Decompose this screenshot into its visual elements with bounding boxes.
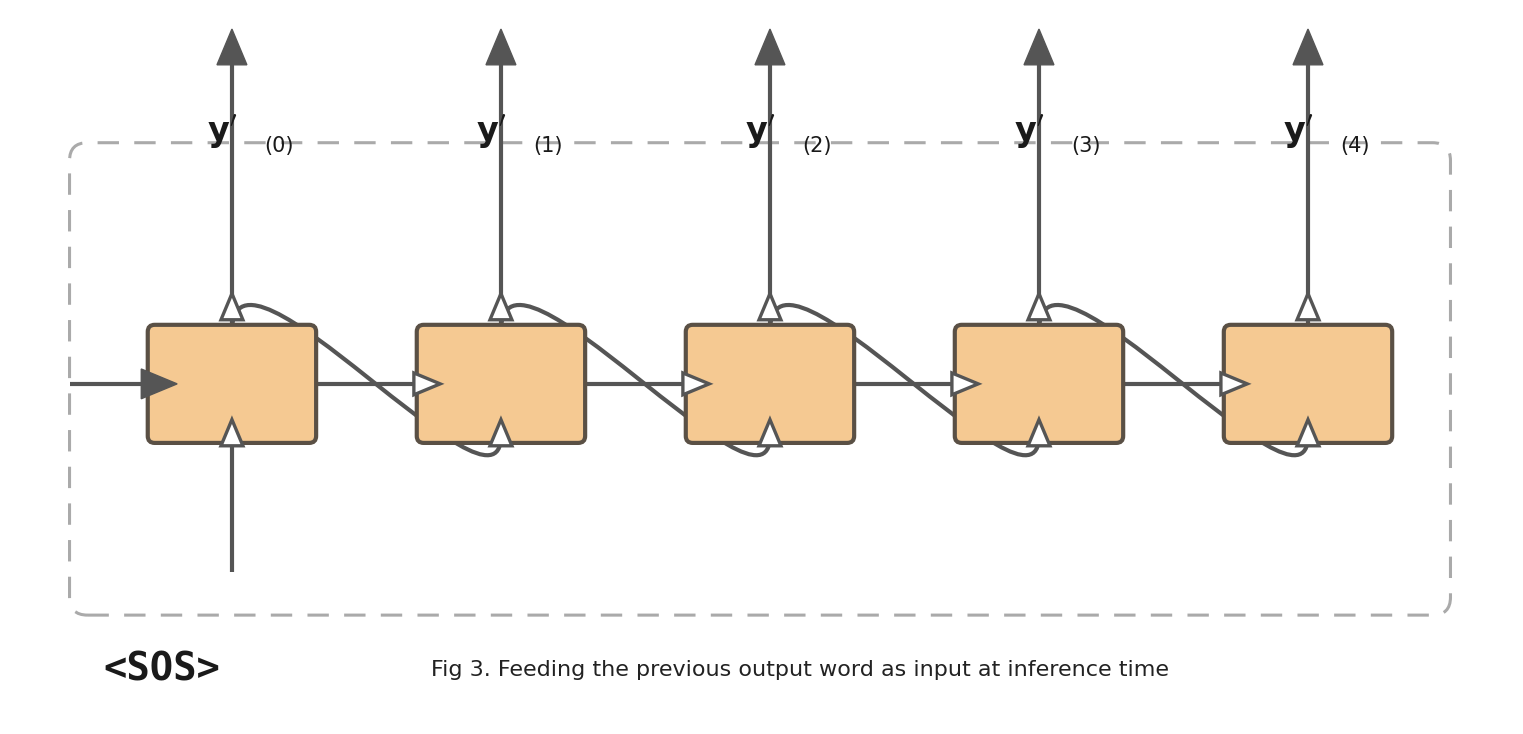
Polygon shape: [1221, 373, 1247, 395]
Polygon shape: [1028, 294, 1049, 320]
Text: (2): (2): [801, 136, 832, 156]
Polygon shape: [490, 294, 512, 320]
Polygon shape: [1023, 29, 1054, 65]
Text: Fig 3. Feeding the previous output word as input at inference time: Fig 3. Feeding the previous output word …: [431, 660, 1170, 680]
FancyBboxPatch shape: [148, 325, 317, 443]
Polygon shape: [1298, 420, 1319, 446]
Polygon shape: [1293, 29, 1323, 65]
Text: $\mathbf{y'}$: $\mathbf{y'}$: [475, 113, 506, 150]
Text: $\mathbf{y'}$: $\mathbf{y'}$: [1014, 113, 1045, 150]
Polygon shape: [952, 373, 978, 395]
Polygon shape: [755, 29, 784, 65]
Polygon shape: [758, 420, 781, 446]
Text: $\mathbf{y'}$: $\mathbf{y'}$: [207, 113, 238, 150]
Polygon shape: [145, 373, 171, 395]
Text: (3): (3): [1071, 136, 1100, 156]
Polygon shape: [1298, 294, 1319, 320]
Text: (1): (1): [533, 136, 562, 156]
Polygon shape: [490, 420, 512, 446]
FancyBboxPatch shape: [955, 325, 1122, 443]
Polygon shape: [142, 369, 177, 399]
Polygon shape: [414, 373, 440, 395]
Polygon shape: [1028, 420, 1049, 446]
Polygon shape: [486, 29, 516, 65]
Text: (4): (4): [1340, 136, 1369, 156]
Text: $\mathbf{y'}$: $\mathbf{y'}$: [1282, 113, 1313, 150]
FancyBboxPatch shape: [417, 325, 585, 443]
FancyBboxPatch shape: [1224, 325, 1392, 443]
FancyBboxPatch shape: [685, 325, 854, 443]
Text: (0): (0): [263, 136, 294, 156]
Text: $\mathbf{y'}$: $\mathbf{y'}$: [745, 113, 775, 150]
Polygon shape: [221, 420, 242, 446]
Polygon shape: [216, 29, 247, 65]
Polygon shape: [682, 373, 710, 395]
Text: <SOS>: <SOS>: [104, 651, 221, 688]
Polygon shape: [758, 294, 781, 320]
Polygon shape: [221, 294, 242, 320]
